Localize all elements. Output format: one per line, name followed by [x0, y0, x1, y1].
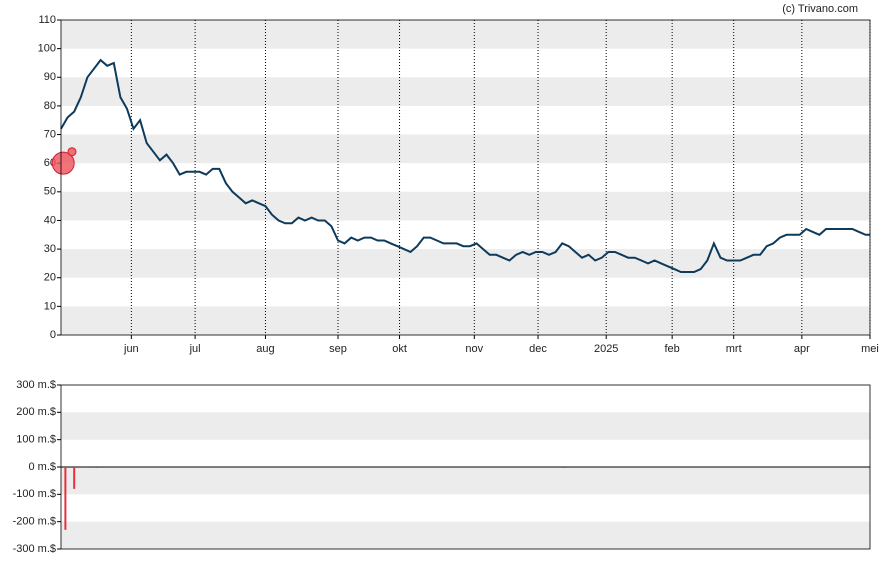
x-tick-label: nov: [465, 343, 483, 355]
y-tick-label: 70: [44, 128, 56, 140]
credit: (c) Trivano.com: [782, 3, 858, 15]
x-tick-label: okt: [392, 343, 407, 355]
grid-band: [61, 20, 870, 49]
y-tick-label: 50: [44, 186, 56, 198]
x-tick-label: aug: [256, 343, 274, 355]
x-tick-label: jul: [189, 343, 201, 355]
y-tick-label: 300 m.$: [16, 379, 56, 391]
grid-band: [61, 249, 870, 278]
grid-band: [61, 467, 870, 495]
y-tick-label: -100 m.$: [13, 488, 56, 500]
price-line: [60, 58, 870, 273]
x-tick-label: feb: [664, 343, 679, 355]
y-tick-label: 30: [44, 243, 56, 255]
y-tick-label: 100: [38, 43, 56, 55]
x-tick-label: mrt: [726, 343, 742, 355]
y-tick-label: 110: [38, 14, 56, 26]
y-tick-label: 90: [44, 71, 56, 83]
plot-area: [61, 20, 870, 335]
x-tick-label: dec: [529, 343, 547, 355]
grid-band: [61, 77, 870, 106]
y-tick-label: 0 m.$: [28, 461, 56, 473]
bar: [95, 467, 98, 468]
x-tick-label: apr: [794, 343, 810, 355]
plot-border: [60, 19, 871, 336]
x-tick-label: jun: [123, 343, 139, 355]
x-tick-label: 2025: [594, 343, 618, 355]
marker: [67, 147, 77, 157]
bar: [563, 467, 566, 468]
y-tick-label: -300 m.$: [13, 543, 56, 555]
x-tick-label: mei: [861, 343, 879, 355]
grid-band: [61, 412, 870, 440]
y-tick-label: -200 m.$: [13, 516, 56, 528]
plot-border: [60, 384, 871, 550]
grid-band: [61, 521, 870, 549]
grid-band: [61, 191, 870, 221]
bar: [64, 467, 67, 530]
marker: [51, 151, 75, 175]
y-tick-label: 40: [44, 214, 56, 226]
grid-band: [61, 134, 870, 164]
y-tick-label: 80: [44, 100, 56, 112]
y-tick-label: 0: [50, 329, 56, 341]
x-tick-label: sep: [329, 343, 347, 355]
y-tick-label: 10: [44, 300, 56, 312]
bar: [73, 467, 76, 489]
y-tick-label: 200 m.$: [16, 406, 56, 418]
y-tick-label: 20: [44, 272, 56, 284]
grid-band: [61, 306, 870, 335]
y-tick-label: 100 m.$: [16, 434, 56, 446]
